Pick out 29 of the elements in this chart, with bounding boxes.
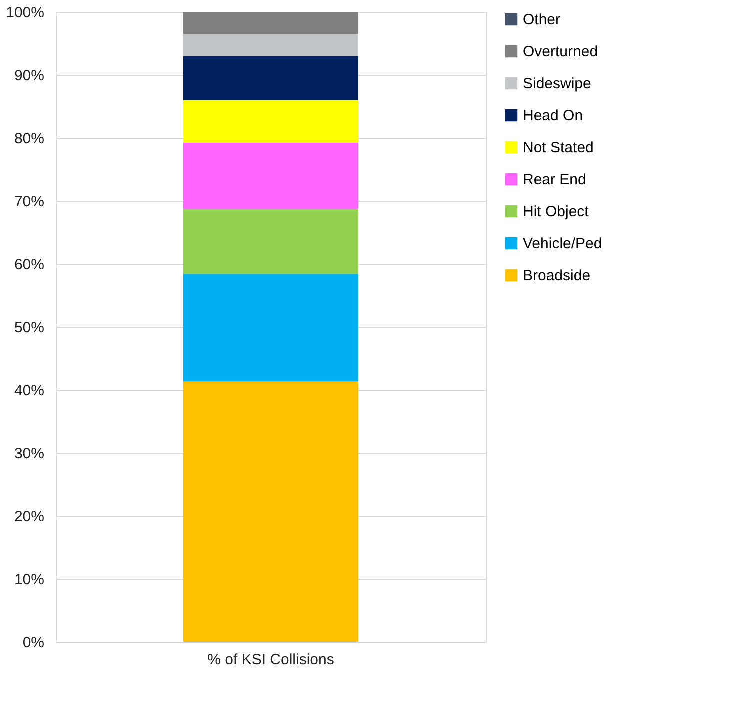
legend-label: Not Stated: [523, 140, 594, 156]
legend-label: Rear End: [523, 172, 586, 188]
bar: [184, 274, 358, 382]
legend-label: Broadside: [523, 268, 591, 284]
bar: [184, 100, 358, 144]
bar: [184, 143, 358, 210]
bar: [184, 56, 358, 100]
legend-label: Other: [523, 12, 561, 28]
y-tick-label: 20%: [14, 508, 44, 526]
legend-label: Vehicle/Ped: [523, 236, 602, 252]
legend-label: Sideswipe: [523, 76, 592, 92]
y-tick-label: 10%: [14, 572, 44, 588]
y-tick-label: 80%: [14, 130, 44, 148]
bar: [184, 209, 358, 274]
legend-label: Overturned: [523, 44, 598, 60]
y-tick-label: 100%: [6, 4, 44, 22]
y-tick-label: 0%: [22, 634, 44, 652]
y-tick-label: 40%: [14, 382, 44, 400]
bar: [184, 382, 358, 642]
legend-label: Head On: [523, 108, 584, 124]
bar: [184, 34, 358, 56]
y-tick-label: 60%: [14, 256, 44, 274]
y-tick-label: 50%: [14, 320, 44, 336]
y-tick-label: 30%: [14, 446, 44, 462]
bar: [184, 12, 358, 34]
x-tick-label: % of KSI Collisions: [208, 652, 334, 668]
y-tick-label: 70%: [14, 194, 44, 210]
legend-label: Hit Object: [523, 204, 590, 220]
y-tick-label: 90%: [14, 68, 44, 84]
